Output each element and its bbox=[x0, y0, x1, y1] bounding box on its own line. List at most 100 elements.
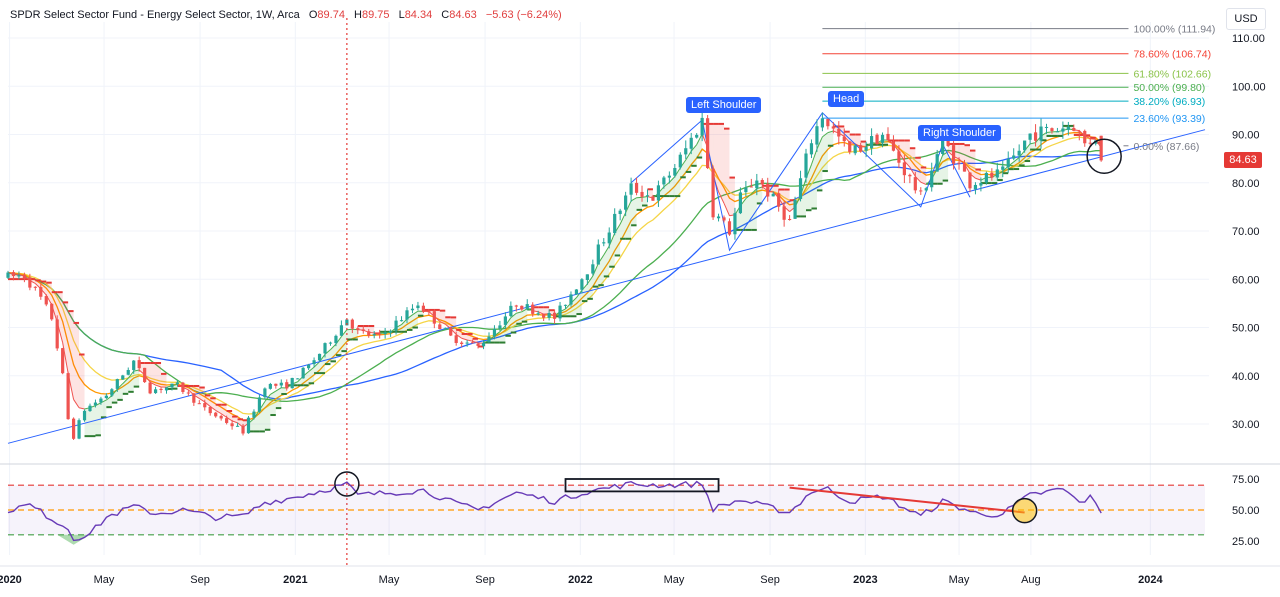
cloud-fast-line bbox=[1090, 138, 1096, 140]
candle-body bbox=[28, 277, 32, 288]
cloud-segment bbox=[412, 311, 418, 328]
cloud-segment bbox=[122, 378, 129, 394]
candle-body bbox=[208, 406, 212, 414]
cloud-segment bbox=[472, 338, 479, 344]
cloud-fast-line bbox=[641, 196, 648, 198]
candle-body bbox=[1017, 150, 1021, 156]
candle-body bbox=[22, 274, 26, 279]
candle-body bbox=[203, 403, 207, 408]
candle-body bbox=[722, 217, 726, 221]
candle-body bbox=[869, 136, 874, 149]
cloud-segment bbox=[73, 322, 80, 408]
candle-body bbox=[733, 213, 737, 235]
candle-body bbox=[520, 305, 524, 310]
candle-body bbox=[159, 388, 163, 390]
cloud-fast-line bbox=[319, 354, 326, 363]
cloud-fast-line bbox=[270, 390, 277, 395]
currency-button[interactable]: USD bbox=[1226, 8, 1266, 30]
candle-body bbox=[1033, 132, 1038, 141]
cloud-segment bbox=[79, 354, 85, 409]
cloud-segment bbox=[314, 361, 320, 374]
candle-body bbox=[241, 425, 245, 434]
candle-body bbox=[449, 327, 453, 336]
candle-body bbox=[110, 389, 114, 396]
cloud-segment bbox=[40, 281, 47, 296]
cloud-segment bbox=[95, 402, 101, 436]
candle-body bbox=[50, 303, 54, 320]
candle-body bbox=[689, 137, 693, 149]
fib-level-label: 0.00% (87.66) bbox=[1133, 141, 1199, 153]
candle-body bbox=[580, 279, 584, 290]
candle-body bbox=[771, 193, 775, 197]
cloud-segment bbox=[642, 196, 648, 206]
head-label[interactable]: Head bbox=[828, 91, 865, 107]
candle-body bbox=[859, 145, 863, 152]
cloud-fast-line bbox=[127, 370, 135, 379]
candle-body bbox=[77, 420, 81, 439]
candle-body bbox=[777, 193, 781, 207]
candle-body bbox=[1028, 133, 1032, 140]
cloud-segment bbox=[499, 325, 506, 343]
cloud-fast-line bbox=[827, 130, 834, 134]
cloud-fast-line bbox=[958, 158, 965, 165]
cloud-segment bbox=[745, 194, 752, 230]
long-term-trendline bbox=[7, 129, 1206, 444]
cloud-fast-line bbox=[62, 342, 69, 374]
candle-body bbox=[700, 117, 704, 136]
time-axis-tick: May bbox=[379, 574, 400, 586]
cloud-fast-line bbox=[412, 310, 419, 316]
cloud-fast-line bbox=[155, 384, 162, 388]
cloud-fast-line bbox=[822, 132, 829, 138]
rsi-line bbox=[7, 480, 1102, 542]
cloud-fast-line bbox=[745, 193, 752, 199]
cloud-segment bbox=[915, 157, 921, 183]
candle-body bbox=[798, 178, 803, 200]
cloud-fast-line bbox=[264, 394, 271, 402]
cloud-segment bbox=[161, 373, 167, 388]
cloud-fast-line bbox=[756, 186, 763, 190]
cloud-fast-line bbox=[920, 181, 927, 186]
candle-body bbox=[831, 126, 835, 129]
rsi-highlight-circle bbox=[334, 471, 360, 497]
candle-body bbox=[536, 313, 540, 315]
candle-body bbox=[263, 388, 267, 398]
cloud-fast-line bbox=[330, 343, 337, 350]
cloud-fast-line bbox=[816, 136, 823, 150]
cloud-segment bbox=[1073, 129, 1080, 135]
candle-body bbox=[684, 148, 688, 155]
candle-body bbox=[957, 162, 961, 164]
candle-body bbox=[1055, 131, 1060, 133]
cloud-fast-line bbox=[603, 245, 610, 256]
candle-body bbox=[197, 403, 201, 405]
candle-body bbox=[71, 418, 76, 439]
cloud-segment bbox=[505, 317, 511, 336]
cloud-segment bbox=[264, 394, 271, 430]
candle-body bbox=[552, 312, 557, 319]
left-shoulder-label[interactable]: Left Shoulder bbox=[686, 97, 762, 113]
cloud-fast-line bbox=[226, 416, 233, 422]
cloud-segment bbox=[516, 311, 522, 324]
right-shoulder-label[interactable]: Right Shoulder bbox=[918, 125, 1001, 141]
candle-body bbox=[296, 378, 300, 380]
cloud-segment bbox=[35, 280, 41, 289]
cloud-segment bbox=[969, 150, 976, 179]
candle-body bbox=[1012, 155, 1016, 159]
candle-body bbox=[924, 188, 928, 191]
candle-body bbox=[531, 304, 535, 314]
cloud-segment bbox=[128, 371, 134, 392]
candle-body bbox=[738, 192, 743, 214]
candle-body bbox=[1083, 130, 1087, 144]
high-label: H bbox=[354, 9, 362, 21]
cloud-fast-line bbox=[122, 377, 129, 384]
candle-body bbox=[290, 377, 294, 389]
change-value: −5.63 (−6.24%) bbox=[485, 9, 562, 21]
candle-body bbox=[465, 342, 469, 344]
candle-body bbox=[323, 343, 327, 354]
cloud-segment bbox=[237, 419, 244, 428]
open-value: 89.74 bbox=[317, 9, 345, 21]
candle-body bbox=[492, 328, 497, 337]
cloud-fast-line bbox=[455, 334, 462, 339]
cloud-segment bbox=[100, 399, 107, 418]
cloud-segment bbox=[150, 362, 156, 386]
